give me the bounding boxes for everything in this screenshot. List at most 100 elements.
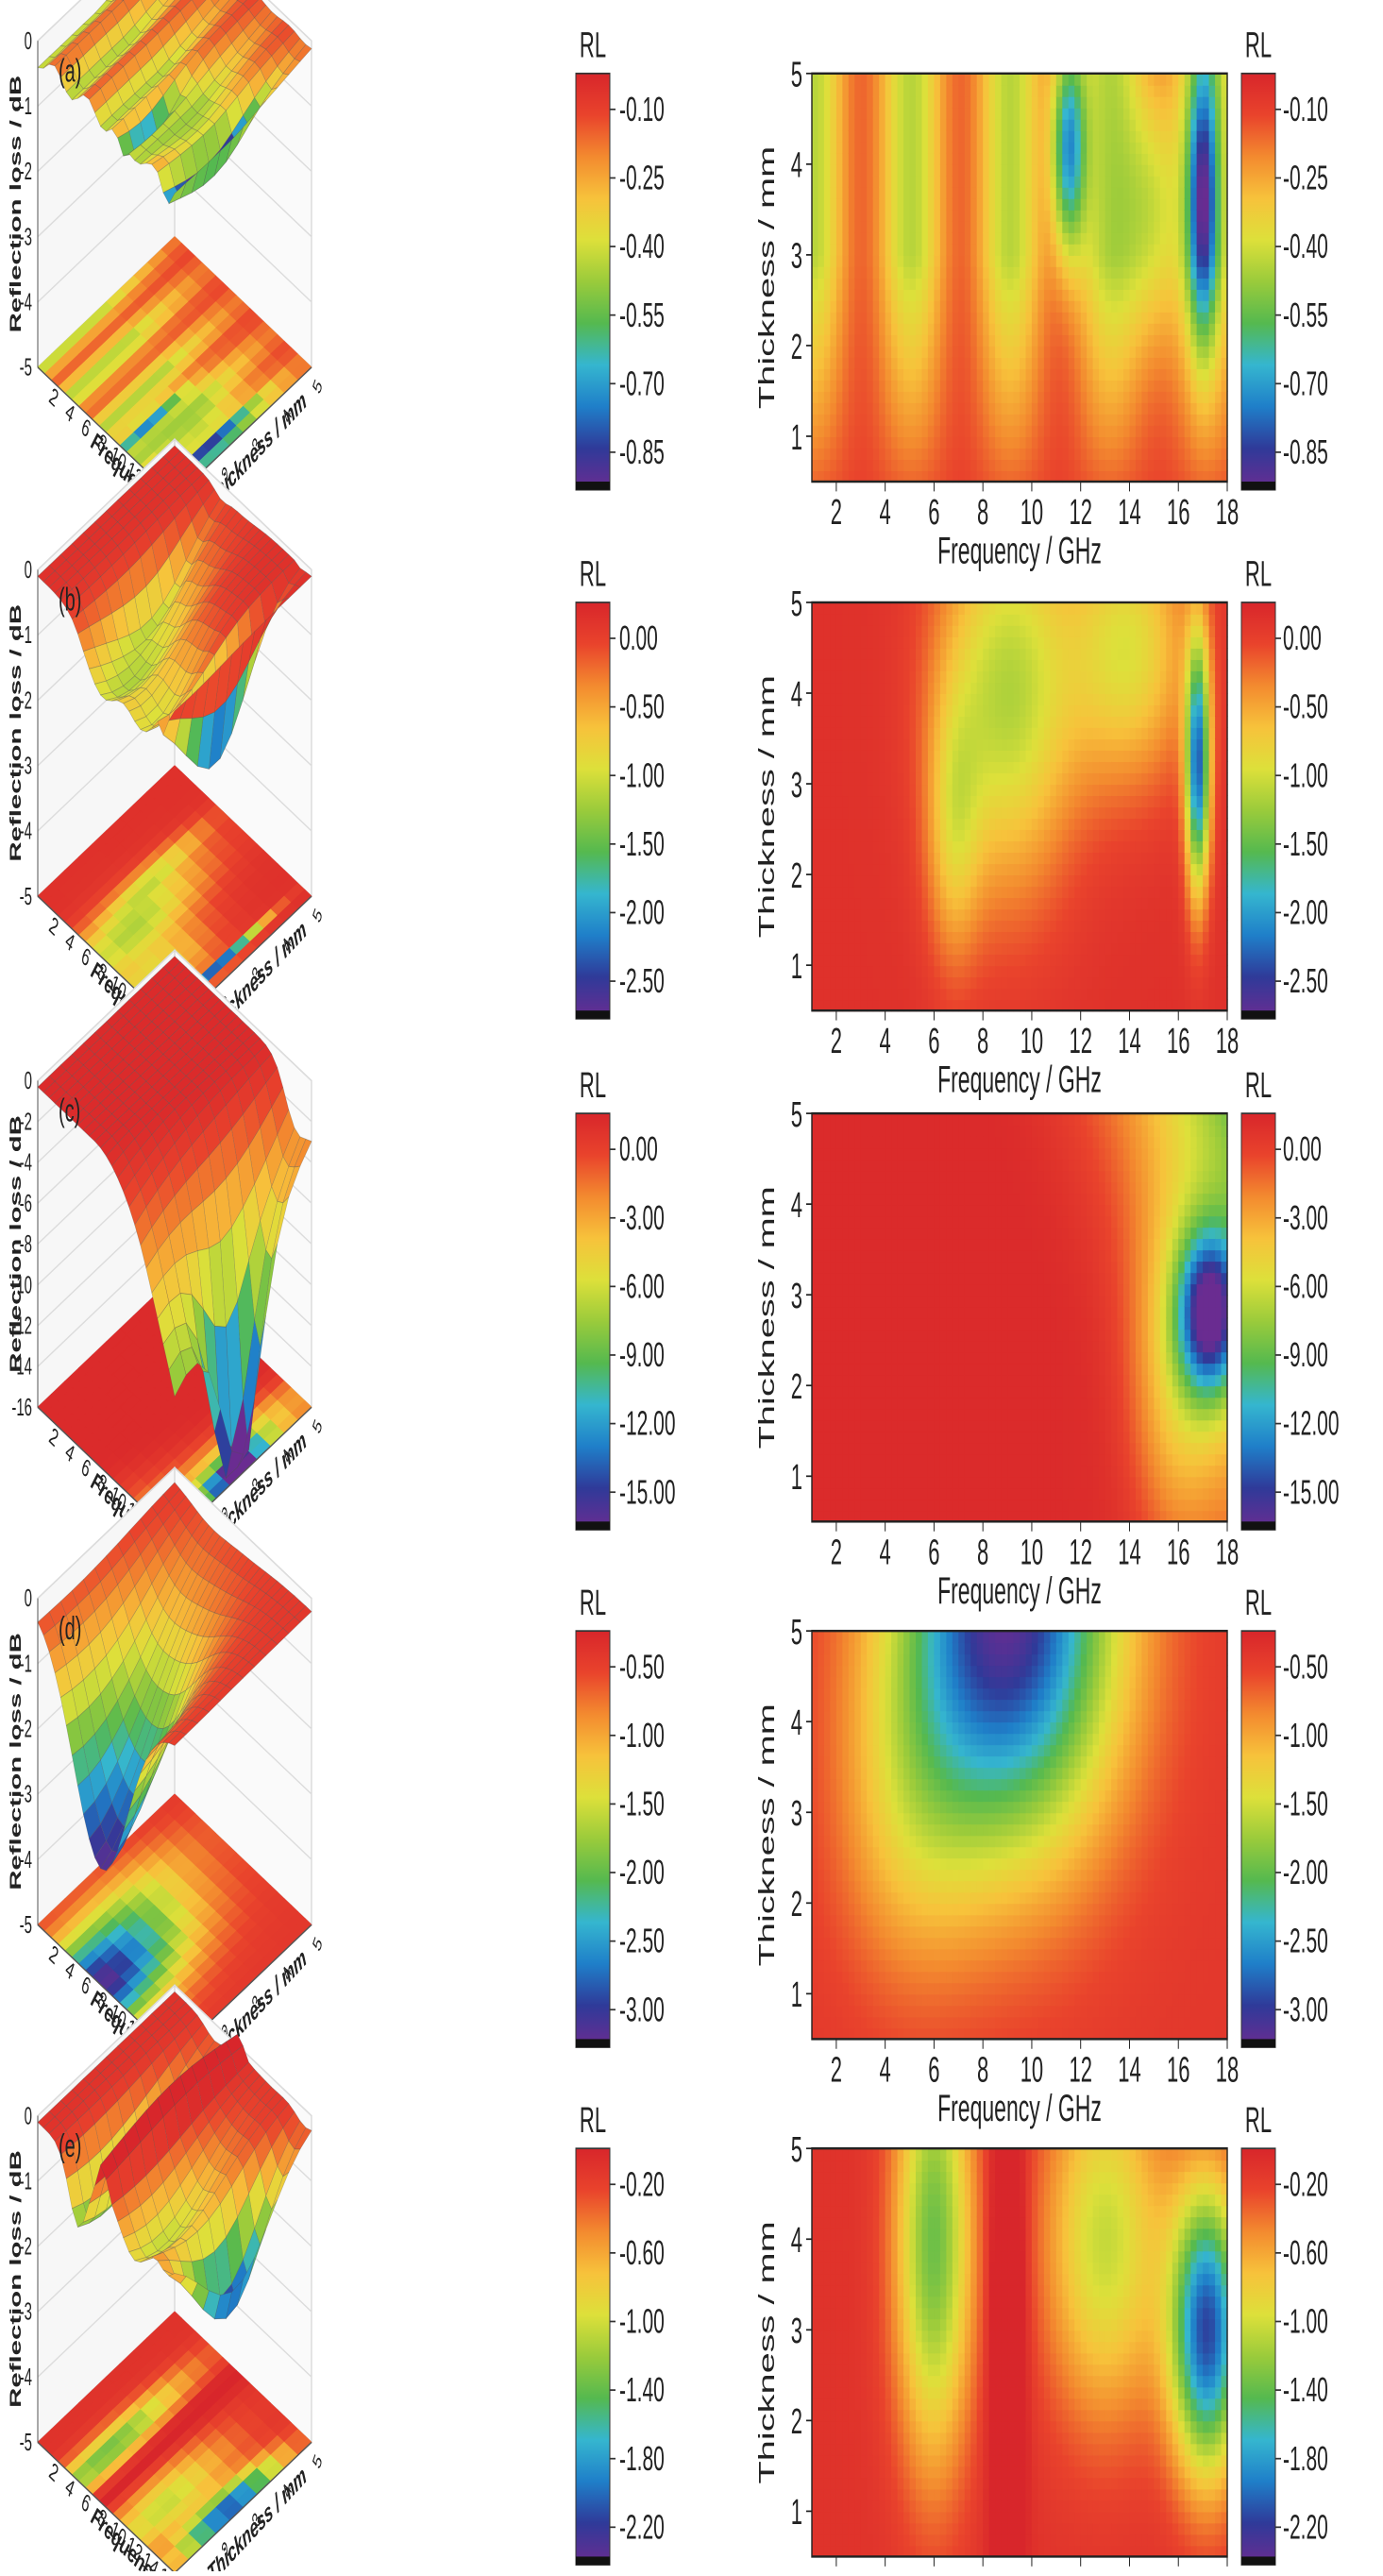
heatmap-cell <box>879 210 885 222</box>
heatmap-cell <box>910 346 917 358</box>
heatmap-cell <box>818 886 825 898</box>
colorbar-title: RL <box>580 25 606 65</box>
colorbar-tick-label: -2.00 <box>619 894 665 932</box>
heatmap-cell <box>940 942 947 955</box>
heatmap-cell <box>1032 931 1038 943</box>
heatmap-cell <box>842 818 849 830</box>
heatmap-cell <box>1056 210 1063 222</box>
z-tick-label: -5 <box>20 884 32 910</box>
heatmap-cell <box>1062 368 1069 381</box>
heatmap-cell <box>1185 153 1191 165</box>
heatmap-cell <box>1160 436 1167 449</box>
heatmap-cell <box>1160 402 1167 415</box>
y-tick-label: 3 <box>791 235 802 276</box>
heatmap-cell <box>916 221 922 233</box>
heatmap-cell <box>1087 96 1093 109</box>
heatmap-cell <box>867 232 873 245</box>
heatmap-cell <box>946 108 953 120</box>
heatmap-cell <box>1105 368 1112 381</box>
heatmap-cell <box>842 942 849 955</box>
heatmap-cell <box>1136 300 1142 313</box>
heatmap-cell <box>1111 232 1118 245</box>
heatmap-cell <box>977 648 984 660</box>
heatmap-cell <box>995 85 1002 97</box>
heatmap-cell <box>995 312 1002 324</box>
heatmap-cell <box>1014 74 1020 86</box>
heatmap-cell <box>916 176 922 188</box>
heatmap-cell <box>879 750 885 762</box>
heatmap-cell <box>1136 391 1142 403</box>
heatmap-cell <box>934 266 940 279</box>
heatmap-cell <box>977 897 984 909</box>
heatmap-cell <box>1105 346 1112 358</box>
heatmap-cell <box>873 625 880 637</box>
heatmap-cell <box>1130 85 1137 97</box>
heatmap-cell <box>1154 312 1160 324</box>
heatmap-cell <box>1203 380 1209 392</box>
heatmap-cell <box>1020 448 1026 460</box>
heatmap-cell <box>1172 187 1179 199</box>
panel-label: (a) <box>59 52 81 89</box>
heatmap-cell <box>1007 198 1014 211</box>
heatmap-cell <box>885 244 892 256</box>
heatmap-cell <box>1093 198 1100 211</box>
heatmap-cell <box>818 391 825 403</box>
colorbar <box>576 74 610 490</box>
heatmap-cell <box>903 130 910 143</box>
heatmap-cell <box>953 988 959 1000</box>
heatmap-cell <box>849 670 855 683</box>
heatmap-cell <box>812 670 818 683</box>
heatmap-cell <box>842 954 849 966</box>
heatmap-cell <box>934 716 940 728</box>
heatmap-cell <box>1118 96 1124 109</box>
heatmap-cell <box>1020 976 1026 989</box>
heatmap-cell <box>995 693 1002 705</box>
heatmap-cell <box>1020 74 1026 86</box>
heatmap-cell <box>916 727 922 739</box>
heatmap-cell <box>995 942 1002 955</box>
heatmap-cell <box>1154 402 1160 415</box>
heatmap-cell <box>818 625 825 637</box>
heatmap-cell <box>1002 829 1008 841</box>
heatmap-cell <box>934 323 940 335</box>
heatmap-cell <box>983 795 989 807</box>
heatmap-cell <box>812 931 818 943</box>
heatmap-cell <box>836 119 843 131</box>
heatmap-cell <box>1160 323 1167 335</box>
heatmap-cell <box>1007 108 1014 120</box>
heatmap-cell <box>1074 436 1081 449</box>
heatmap-cell <box>989 448 996 460</box>
heatmap-cell <box>1081 436 1088 449</box>
heatmap-cell <box>1178 391 1185 403</box>
heatmap-cell <box>1007 176 1014 188</box>
heatmap-cell <box>946 863 953 875</box>
heatmap-cell <box>1123 334 1130 347</box>
heatmap-cell <box>1099 85 1105 97</box>
heatmap-cell <box>1197 402 1204 415</box>
heatmap-cell <box>898 244 904 256</box>
heatmap-cell <box>830 931 836 943</box>
heatmap-cell <box>1020 840 1026 853</box>
heatmap-cell <box>946 659 953 671</box>
heatmap-cell <box>910 988 917 1000</box>
heatmap-cell <box>898 806 904 819</box>
heatmap-cell <box>818 289 825 301</box>
heatmap-cell <box>910 176 917 188</box>
heatmap-cell <box>995 221 1002 233</box>
heatmap-cell <box>1032 795 1038 807</box>
heatmap-cell <box>885 738 892 751</box>
heatmap-cell <box>1044 119 1051 131</box>
heatmap-cell <box>940 670 947 683</box>
heatmap-cell <box>1020 414 1026 426</box>
heatmap-cell <box>1020 210 1026 222</box>
heatmap-cell <box>1026 119 1033 131</box>
heatmap-cell <box>916 278 922 290</box>
heatmap-cell <box>922 187 929 199</box>
heatmap-cell <box>928 187 935 199</box>
heatmap-cell <box>940 368 947 381</box>
heatmap-cell <box>1105 85 1112 97</box>
heatmap-cell <box>922 908 929 921</box>
heatmap-cell <box>1141 119 1148 131</box>
heatmap-cell <box>854 727 861 739</box>
heatmap-cell <box>983 840 989 853</box>
